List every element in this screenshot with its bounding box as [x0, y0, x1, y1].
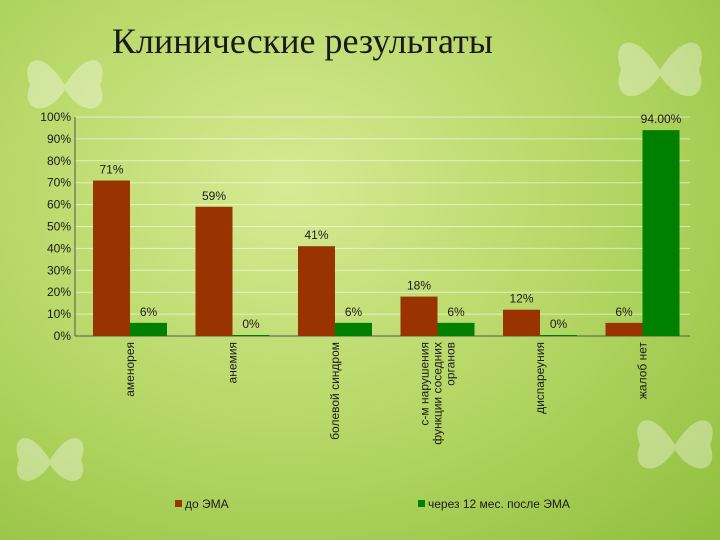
y-tick-label: 60% — [47, 198, 71, 212]
y-tick-label: 10% — [47, 307, 71, 321]
butterfly-decoration — [27, 60, 103, 109]
data-label: 6% — [447, 305, 465, 319]
legend-swatch — [418, 500, 425, 507]
data-label: 12% — [509, 292, 533, 306]
x-category-label: органов — [444, 342, 458, 386]
y-tick-label: 20% — [47, 285, 71, 299]
data-label: 18% — [407, 279, 431, 293]
legend-swatch — [175, 500, 182, 507]
butterfly-decoration — [618, 42, 702, 97]
data-label: 6% — [615, 305, 633, 319]
bar-series-2 — [642, 130, 680, 336]
y-tick-label: 50% — [47, 220, 71, 234]
data-label: 0% — [242, 317, 260, 331]
bar-series-1 — [605, 322, 643, 336]
data-label: 6% — [345, 305, 363, 319]
x-category-label: жалоб нет — [636, 342, 650, 400]
y-tick-label: 70% — [47, 176, 71, 190]
x-category-label: диспареуния — [533, 342, 547, 414]
x-category-label: аменорея — [123, 342, 137, 397]
legend-label: через 12 мес. после ЭМА — [428, 497, 570, 511]
bar-series-1 — [298, 246, 335, 336]
bar-series-1 — [400, 296, 438, 336]
butterfly-decoration — [16, 438, 84, 481]
data-label: 0% — [550, 317, 568, 331]
legend-label: до ЭМА — [185, 497, 229, 511]
y-tick-label: 40% — [47, 241, 71, 255]
y-tick-label: 0% — [54, 329, 72, 343]
data-label: 94.00% — [641, 112, 682, 126]
data-label: 41% — [304, 228, 328, 242]
bar-series-1 — [93, 180, 130, 336]
y-tick-label: 100% — [40, 110, 71, 124]
y-tick-label: 80% — [47, 154, 71, 168]
bar-series-1 — [503, 309, 540, 336]
data-label: 71% — [99, 163, 123, 177]
x-category-label: функции соседних — [431, 342, 445, 445]
x-category-label: с-м нарушения — [418, 342, 432, 426]
x-category-label: болевой синдром — [328, 342, 342, 440]
data-label: 6% — [140, 305, 158, 319]
bar-series-2 — [335, 322, 372, 336]
bar-series-2 — [437, 322, 475, 336]
bar-series-2 — [232, 335, 270, 336]
bar-series-2 — [130, 322, 167, 336]
x-category-label: анемия — [226, 342, 240, 383]
slide-title: Клинические результаты — [112, 21, 493, 61]
data-label: 59% — [202, 189, 226, 203]
bar-series-1 — [195, 206, 233, 336]
butterfly-decoration — [637, 420, 713, 469]
y-tick-label: 30% — [47, 263, 71, 277]
bar-series-2 — [540, 335, 577, 336]
y-tick-label: 90% — [47, 132, 71, 146]
